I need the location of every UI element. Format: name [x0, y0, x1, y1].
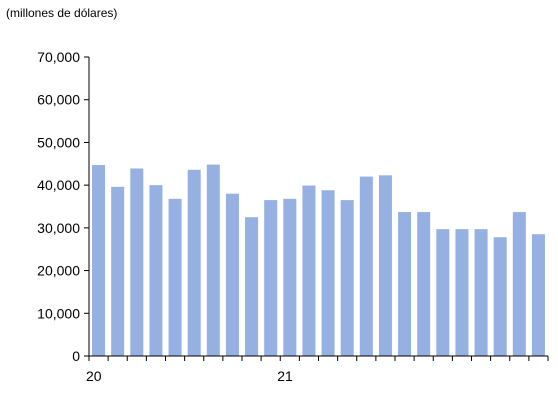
bar: [264, 200, 278, 356]
bar: [92, 165, 106, 356]
y-tick-label: 60,000: [37, 92, 80, 108]
bar: [417, 212, 431, 356]
y-tick-label: 10,000: [37, 305, 80, 321]
bar: [474, 229, 488, 356]
bar: [225, 193, 239, 356]
y-tick-label: 20,000: [37, 263, 80, 279]
bar: [340, 200, 354, 356]
unit-label: (millones de dólares): [6, 6, 117, 20]
bar: [512, 212, 526, 356]
bar: [493, 237, 507, 356]
bar: [378, 175, 392, 356]
bar: [283, 198, 297, 356]
bar: [321, 190, 335, 356]
bar: [455, 229, 469, 356]
y-tick-label: 0: [72, 348, 80, 364]
bar: [398, 212, 412, 356]
bar: [206, 164, 220, 356]
y-tick-label: 70,000: [37, 49, 80, 65]
bar: [302, 185, 316, 356]
bar: [111, 186, 125, 356]
x-tick-label: 20: [86, 368, 102, 384]
bars: [92, 164, 545, 356]
bar: [245, 217, 259, 356]
bar: [359, 176, 373, 356]
bar: [436, 229, 450, 356]
x-axis-ticks: 20 21: [86, 356, 549, 384]
bar: [130, 168, 144, 356]
bar: [531, 234, 545, 356]
y-axis-ticks: 0 10,000 20,000 30,000 40,000 50,000 60,000 70,…: [37, 49, 89, 364]
y-tick-label: 40,000: [37, 177, 80, 193]
bar: [187, 169, 201, 356]
x-tick-label: 21: [277, 368, 293, 384]
y-tick-label: 50,000: [37, 134, 80, 150]
bar: [168, 198, 182, 356]
bar: [149, 185, 163, 356]
y-tick-label: 30,000: [37, 220, 80, 236]
